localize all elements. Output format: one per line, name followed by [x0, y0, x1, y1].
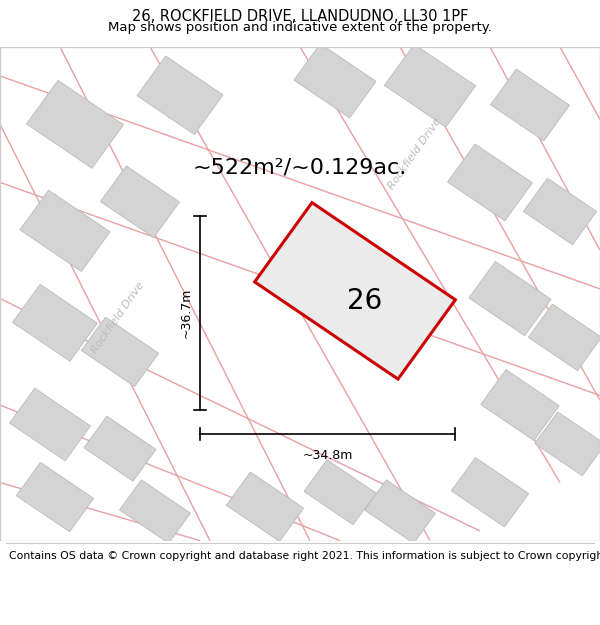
Polygon shape	[84, 416, 156, 481]
Text: ~36.7m: ~36.7m	[179, 288, 193, 338]
Polygon shape	[26, 80, 124, 168]
Polygon shape	[451, 458, 529, 527]
Text: Rockfield Drive: Rockfield Drive	[89, 281, 146, 356]
Polygon shape	[13, 284, 97, 361]
Polygon shape	[529, 304, 600, 371]
Polygon shape	[294, 44, 376, 118]
Polygon shape	[137, 56, 223, 134]
Polygon shape	[365, 480, 436, 543]
Text: Rockfield Drive: Rockfield Drive	[386, 116, 443, 191]
Polygon shape	[254, 202, 455, 379]
Polygon shape	[523, 178, 596, 245]
Polygon shape	[469, 261, 551, 336]
Text: Map shows position and indicative extent of the property.: Map shows position and indicative extent…	[108, 21, 492, 34]
Polygon shape	[226, 472, 304, 541]
Polygon shape	[481, 369, 559, 441]
Polygon shape	[385, 44, 476, 127]
Polygon shape	[100, 166, 179, 238]
Polygon shape	[10, 388, 91, 461]
Polygon shape	[119, 480, 190, 543]
Text: ~34.8m: ~34.8m	[302, 449, 353, 462]
Polygon shape	[304, 460, 376, 525]
Polygon shape	[16, 462, 94, 532]
Polygon shape	[490, 69, 569, 141]
Text: 26: 26	[347, 286, 383, 314]
Polygon shape	[535, 412, 600, 476]
Text: ~522m²/~0.129ac.: ~522m²/~0.129ac.	[193, 158, 407, 178]
Polygon shape	[20, 190, 110, 271]
Text: Contains OS data © Crown copyright and database right 2021. This information is : Contains OS data © Crown copyright and d…	[9, 551, 600, 561]
Polygon shape	[448, 144, 532, 221]
Text: 26, ROCKFIELD DRIVE, LLANDUDNO, LL30 1PF: 26, ROCKFIELD DRIVE, LLANDUDNO, LL30 1PF	[132, 9, 468, 24]
Polygon shape	[82, 317, 158, 386]
